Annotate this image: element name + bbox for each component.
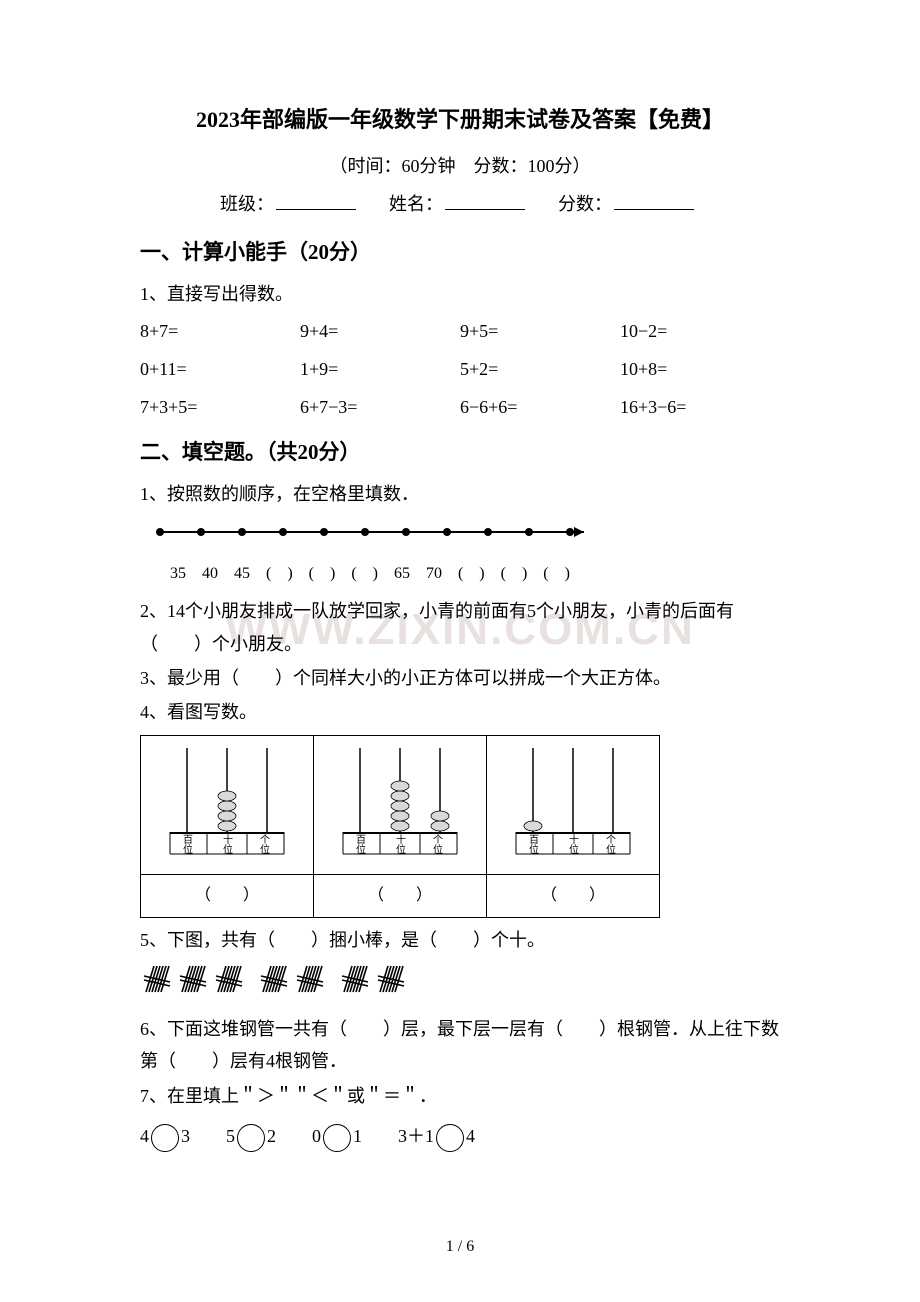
- subtitle-prefix: （时间：: [330, 156, 402, 176]
- calc-cell: 9+4=: [300, 315, 460, 347]
- abacus-answer[interactable]: （ ）: [487, 875, 660, 918]
- score-blank[interactable]: [614, 193, 694, 210]
- s2-q7-label: 7、在里填上＂＞＂＂＜＂或＂＝＂．: [140, 1080, 780, 1112]
- name-blank[interactable]: [445, 193, 525, 210]
- calc-cell: 0+11=: [140, 353, 300, 385]
- bundle-icon: [257, 962, 291, 996]
- name-label: 姓名：: [389, 194, 443, 214]
- class-blank[interactable]: [276, 193, 356, 210]
- bundle-icon: [140, 962, 174, 996]
- score-label: 分数：: [558, 194, 612, 214]
- svg-text:位: 位: [356, 843, 366, 856]
- calc-grid: 8+7= 9+4= 9+5= 10−2= 0+11= 1+9= 5+2= 10+…: [140, 315, 780, 424]
- page-title: 2023年部编版一年级数学下册期末试卷及答案【免费】: [140, 100, 780, 140]
- calc-cell: 1+9=: [300, 353, 460, 385]
- bundle-icon: [374, 962, 408, 996]
- abacus-figure: 百位十位个位: [152, 740, 302, 860]
- time-value: 60: [402, 156, 420, 176]
- cmp-circle[interactable]: [151, 1124, 179, 1152]
- abacus-figure: 百位十位个位: [325, 740, 475, 860]
- svg-text:位: 位: [183, 843, 193, 856]
- class-label: 班级：: [220, 194, 274, 214]
- cmp-left: 4: [140, 1126, 149, 1146]
- bundle-icon: [212, 962, 246, 996]
- numberline-figure: [150, 520, 610, 550]
- calc-cell: 9+5=: [460, 315, 620, 347]
- s2-q2: 2、14个小朋友排成一队放学回家，小青的前面有5个小朋友，小青的后面有（ ）个小…: [140, 595, 780, 660]
- svg-text:位: 位: [433, 843, 443, 856]
- svg-text:位: 位: [529, 843, 539, 856]
- abacus-table: 百位十位个位 百位十位个位 百位十位个位 （ ） （ ） （ ）: [140, 735, 660, 918]
- bundle-icon: [176, 962, 210, 996]
- section1-heading: 一、计算小能手（20分）: [140, 234, 780, 272]
- s2-q5: 5、下图，共有（ ）捆小棒，是（ ）个十。: [140, 924, 780, 956]
- abacus-figure: 百位十位个位: [498, 740, 648, 860]
- svg-text:位: 位: [260, 843, 270, 856]
- section2-heading: 二、填空题。（共20分）: [140, 434, 780, 472]
- cmp-left: 3＋1: [398, 1126, 434, 1146]
- svg-text:位: 位: [396, 843, 406, 856]
- cmp-right: 4: [466, 1126, 475, 1146]
- cmp-circle[interactable]: [436, 1124, 464, 1152]
- subtitle-mid: 分钟 分数：: [420, 156, 528, 176]
- cmp-left: 5: [226, 1126, 235, 1146]
- cmp-circle[interactable]: [323, 1124, 351, 1152]
- svg-text:位: 位: [223, 843, 233, 856]
- bundle-icon: [293, 962, 327, 996]
- compare-line: 4 3 5 2 0 1 3＋1 4: [140, 1120, 780, 1152]
- calc-cell: 8+7=: [140, 315, 300, 347]
- cmp-right: 1: [353, 1126, 362, 1146]
- abacus-answer[interactable]: （ ）: [141, 875, 314, 918]
- s2-q3: 3、最少用（ ）个同样大小的小正方体可以拼成一个大正方体。: [140, 662, 780, 694]
- calc-cell: 7+3+5=: [140, 391, 300, 423]
- s2-q6: 6、下面这堆钢管一共有（ ）层，最下层一层有（ ）根钢管．从上往下数第（ ）层有…: [140, 1013, 780, 1078]
- s2-q4-label: 4、看图写数。: [140, 696, 780, 728]
- calc-cell: 16+3−6=: [620, 391, 780, 423]
- page-footer: 1 / 6: [0, 1233, 920, 1262]
- student-info-line: 班级： 姓名： 分数：: [140, 188, 780, 220]
- bundle-icon: [338, 962, 372, 996]
- calc-cell: 5+2=: [460, 353, 620, 385]
- calc-cell: 6−6+6=: [460, 391, 620, 423]
- calc-cell: 10−2=: [620, 315, 780, 347]
- s1-q1-label: 1、直接写出得数。: [140, 278, 780, 310]
- numberline-labels: 35 40 45 ( ) ( ) ( ) 65 70 ( ) ( ) ( ): [170, 560, 780, 589]
- svg-text:位: 位: [606, 843, 616, 856]
- calc-cell: 6+7−3=: [300, 391, 460, 423]
- cmp-right: 2: [267, 1126, 276, 1146]
- exam-meta: （时间：60分钟 分数：100分）: [140, 150, 780, 182]
- score-value: 100: [528, 156, 555, 176]
- cmp-left: 0: [312, 1126, 321, 1146]
- calc-cell: 10+8=: [620, 353, 780, 385]
- s2-q1-label: 1、按照数的顺序，在空格里填数．: [140, 478, 780, 510]
- abacus-answer[interactable]: （ ）: [314, 875, 487, 918]
- subtitle-suffix: 分）: [555, 156, 591, 176]
- svg-text:位: 位: [569, 843, 579, 856]
- cmp-circle[interactable]: [237, 1124, 265, 1152]
- bundles-figure: [140, 962, 780, 1006]
- cmp-right: 3: [181, 1126, 190, 1146]
